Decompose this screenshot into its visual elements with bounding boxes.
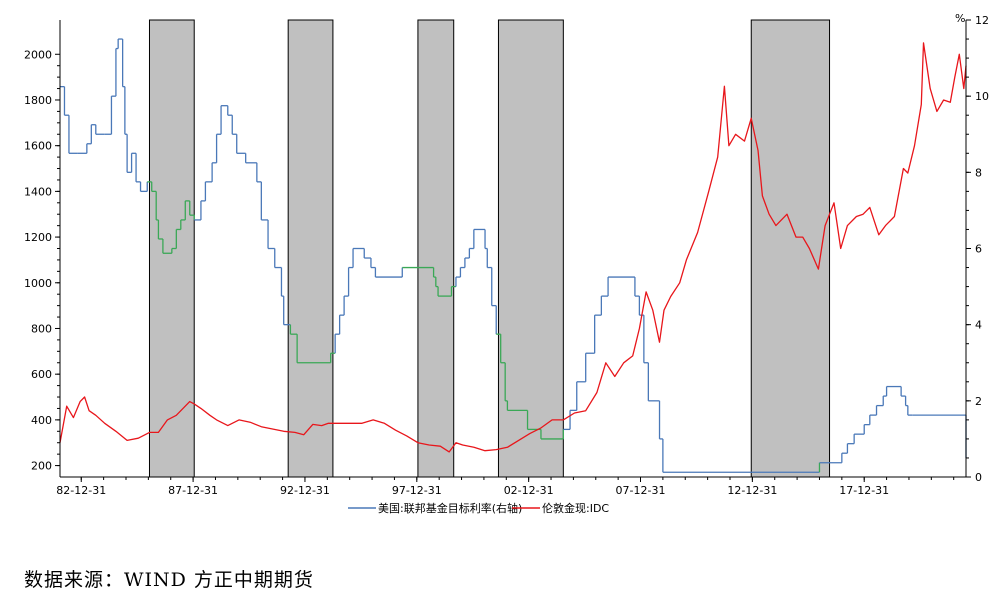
right-tick-label: 2 (975, 395, 982, 408)
chart: 200 400 600 800 1000 1200 1400 1600 1800 2000 0 2 4… (24, 12, 989, 515)
left-axis-ticks: 200 400 600 800 1000 1200 1400 1600 1800 2000 (24, 48, 60, 473)
x-tick-label: 92-12-31 (280, 484, 330, 497)
left-tick-label: 2000 (24, 48, 52, 61)
left-tick-label: 400 (31, 414, 52, 427)
legend-label-1: 伦敦金现:IDC (542, 501, 609, 515)
left-tick-label: 1000 (24, 277, 52, 290)
x-tick-label: 87-12-31 (168, 484, 218, 497)
left-tick-label: 1400 (24, 185, 52, 198)
x-axis-ticks: 82-12-31 87-12-31 92-12-31 97-12-31 02-12-31… (56, 477, 955, 497)
left-tick-label: 1800 (24, 94, 52, 107)
right-tick-label: 12 (975, 14, 989, 27)
left-tick-label: 800 (31, 322, 52, 335)
shaded-period-2 (417, 19, 455, 478)
x-tick-label: 97-12-31 (392, 484, 442, 497)
right-tick-label: 6 (975, 243, 982, 256)
legend-label-0: 美国:联邦基金目标利率(右轴) (378, 501, 522, 515)
x-tick-label: 07-12-31 (616, 484, 666, 497)
series-1-line (59, 42, 967, 453)
right-tick-label: 8 (975, 166, 982, 179)
x-tick-label: 82-12-31 (56, 484, 106, 497)
right-tick-label: 10 (975, 90, 989, 103)
left-tick-label: 1600 (24, 140, 52, 153)
right-axis-unit-label: % (955, 12, 965, 25)
source-note: 数据来源：WIND 方正中期期货 (24, 569, 314, 591)
legend: 美国:联邦基金目标利率(右轴) 伦敦金现:IDC (348, 501, 609, 515)
shaded-periods (148, 19, 831, 478)
x-tick-label: 12-12-31 (727, 484, 777, 497)
series-lines (59, 38, 967, 473)
shaded-period-3 (497, 19, 564, 478)
left-tick-label: 200 (31, 460, 52, 473)
right-tick-label: 4 (975, 319, 982, 332)
left-tick-label: 1200 (24, 231, 52, 244)
left-tick-label: 600 (31, 368, 52, 381)
x-tick-label: 17-12-31 (839, 484, 889, 497)
x-tick-label: 02-12-31 (504, 484, 554, 497)
right-axis-ticks: 0 2 4 6 8 10 12 (966, 14, 989, 484)
right-tick-label: 0 (975, 471, 982, 484)
shaded-period-4 (750, 19, 831, 478)
shaded-period-1 (287, 19, 334, 478)
